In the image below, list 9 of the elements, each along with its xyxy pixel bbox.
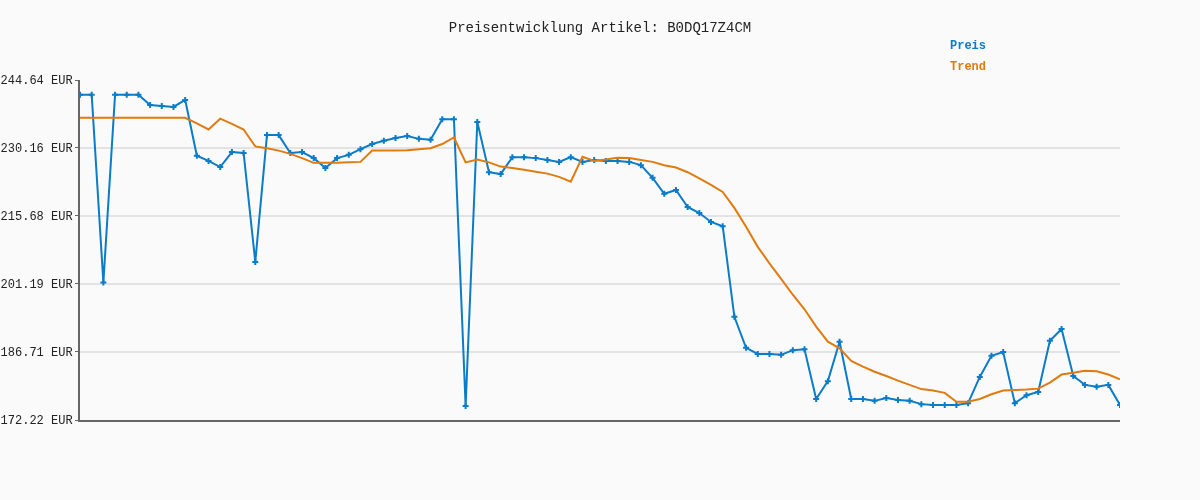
y-tick-label: 201.19 EUR <box>0 278 73 293</box>
chart-title: Preisentwicklung Artikel: B0DQ17Z4CM <box>448 20 752 37</box>
text: Preis <box>950 39 987 53</box>
y-tick-label: 215.68 EUR <box>0 210 73 225</box>
y-tick-label: 230.16 EUR <box>0 142 73 157</box>
y-tick-label: 244.64 EUR <box>0 74 73 89</box>
y-tick-label: 172.22 EUR <box>0 414 73 429</box>
y-tick-label: 186.71 EUR <box>0 346 73 361</box>
text: Trend <box>950 60 987 74</box>
